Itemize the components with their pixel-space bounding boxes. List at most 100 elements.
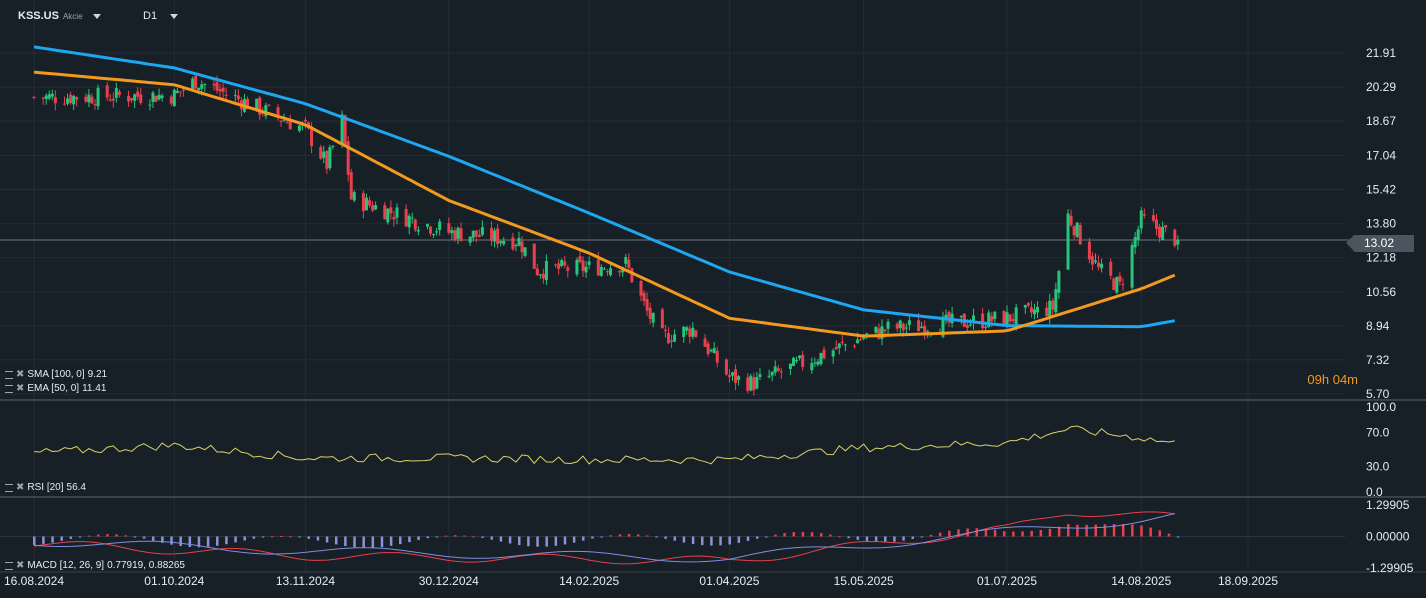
macd-histogram-bar	[426, 536, 429, 539]
current-price-label: 13.02	[1346, 235, 1414, 252]
macd-legend[interactable]: ✖ MACD [12, 26, 9] 0.77919, 0.88265	[5, 560, 185, 571]
macd-histogram-bar	[334, 536, 338, 545]
ema-legend[interactable]: ✖ EMA [50, 0] 11.41	[5, 383, 106, 394]
candle	[1090, 256, 1094, 265]
settings-icon[interactable]	[5, 561, 13, 570]
symbol-selector[interactable]: KSS.US Akcie	[18, 10, 83, 22]
candle	[383, 205, 387, 220]
macd-histogram-bar	[618, 534, 622, 537]
macd-histogram-bar	[1158, 530, 1162, 537]
y-tick-label: 5.70	[1366, 387, 1390, 401]
macd-histogram-bar	[42, 536, 45, 545]
candle	[801, 354, 805, 367]
sma-legend-value: 9.21	[87, 369, 108, 380]
candle	[624, 257, 628, 264]
candle	[776, 368, 780, 371]
candle	[837, 343, 841, 348]
macd-histogram-bar	[582, 536, 585, 541]
candle	[282, 120, 286, 122]
candle	[984, 326, 988, 328]
candle	[1112, 278, 1116, 290]
macd-histogram-bar	[838, 536, 841, 538]
candle	[1014, 307, 1018, 325]
macd-histogram-bar	[554, 536, 558, 546]
candle	[703, 338, 707, 347]
close-icon[interactable]: ✖	[16, 383, 25, 394]
sma-legend[interactable]: ✖ SMA [100, 0] 9.21	[5, 369, 107, 380]
macd-histogram-bar	[609, 535, 612, 537]
macd-legend-label: MACD [12, 26, 9]	[27, 560, 105, 571]
candle	[322, 151, 326, 158]
candle	[197, 87, 201, 91]
candle	[874, 326, 878, 333]
ema-legend-value: 11.41	[82, 383, 107, 394]
close-icon[interactable]: ✖	[16, 482, 25, 493]
candle	[493, 230, 497, 242]
candle	[364, 197, 368, 211]
candle	[566, 267, 570, 271]
candle	[233, 95, 237, 97]
settings-icon[interactable]	[5, 384, 13, 393]
candle	[1154, 219, 1158, 229]
candle	[557, 263, 561, 269]
candle	[328, 147, 332, 169]
candle	[416, 229, 420, 232]
candle	[255, 98, 259, 109]
close-icon[interactable]: ✖	[16, 560, 25, 571]
candle	[117, 91, 121, 96]
candle	[172, 89, 176, 107]
candle	[642, 292, 646, 302]
candle	[303, 119, 307, 122]
candle	[904, 327, 908, 329]
candle	[435, 231, 439, 233]
candle	[767, 375, 771, 377]
settings-icon[interactable]	[5, 370, 13, 379]
macd-histogram-bar	[33, 536, 36, 546]
candle	[618, 270, 622, 273]
settings-icon[interactable]	[5, 483, 13, 492]
macd-histogram-bar	[1002, 531, 1006, 537]
candle	[1109, 261, 1113, 276]
candle	[471, 230, 475, 238]
candle	[1054, 289, 1058, 313]
rsi-legend[interactable]: ✖ RSI [20] 56.4	[5, 482, 86, 493]
timeframe-selector[interactable]: D1	[143, 10, 157, 22]
candle	[1078, 224, 1082, 245]
x-tick-label: 14.08.2025	[1111, 574, 1171, 588]
y-tick-label: 15.42	[1366, 183, 1396, 197]
macd-histogram-bar	[408, 536, 411, 543]
candle	[496, 228, 500, 245]
macd-histogram-bar	[884, 536, 887, 543]
macd-histogram-bar	[179, 536, 182, 547]
candle	[773, 366, 777, 373]
y-tick-label: 13.80	[1366, 217, 1396, 231]
candle	[1100, 263, 1104, 269]
candle	[319, 147, 323, 159]
candle	[84, 96, 88, 102]
macd-histogram-bar	[1030, 530, 1033, 537]
macd-histogram-bar	[270, 536, 274, 538]
candle	[105, 85, 109, 98]
timeframe-dropdown-icon[interactable]	[170, 14, 178, 19]
sma-legend-label: SMA [100, 0]	[27, 369, 85, 380]
x-tick-label: 18.09.2025	[1218, 574, 1278, 588]
candle	[816, 361, 820, 365]
symbol-dropdown-icon[interactable]	[93, 14, 101, 19]
candle	[404, 208, 408, 227]
x-tick-label: 13.11.2024	[276, 574, 335, 588]
macd-histogram-bar	[701, 536, 704, 546]
candle	[853, 345, 857, 347]
close-icon[interactable]: ✖	[16, 369, 25, 380]
macd-histogram-bar	[87, 535, 91, 537]
candle	[325, 151, 329, 169]
candle	[901, 324, 905, 331]
macd-histogram-bar	[78, 536, 82, 538]
macd-histogram-bar	[316, 536, 320, 541]
candle	[965, 324, 969, 329]
rsi-tick-label: 30.0	[1366, 460, 1390, 474]
macd-histogram-bar	[517, 536, 521, 546]
x-tick-label: 14.02.2025	[559, 574, 619, 588]
candle	[69, 94, 73, 104]
candle	[1173, 229, 1177, 246]
